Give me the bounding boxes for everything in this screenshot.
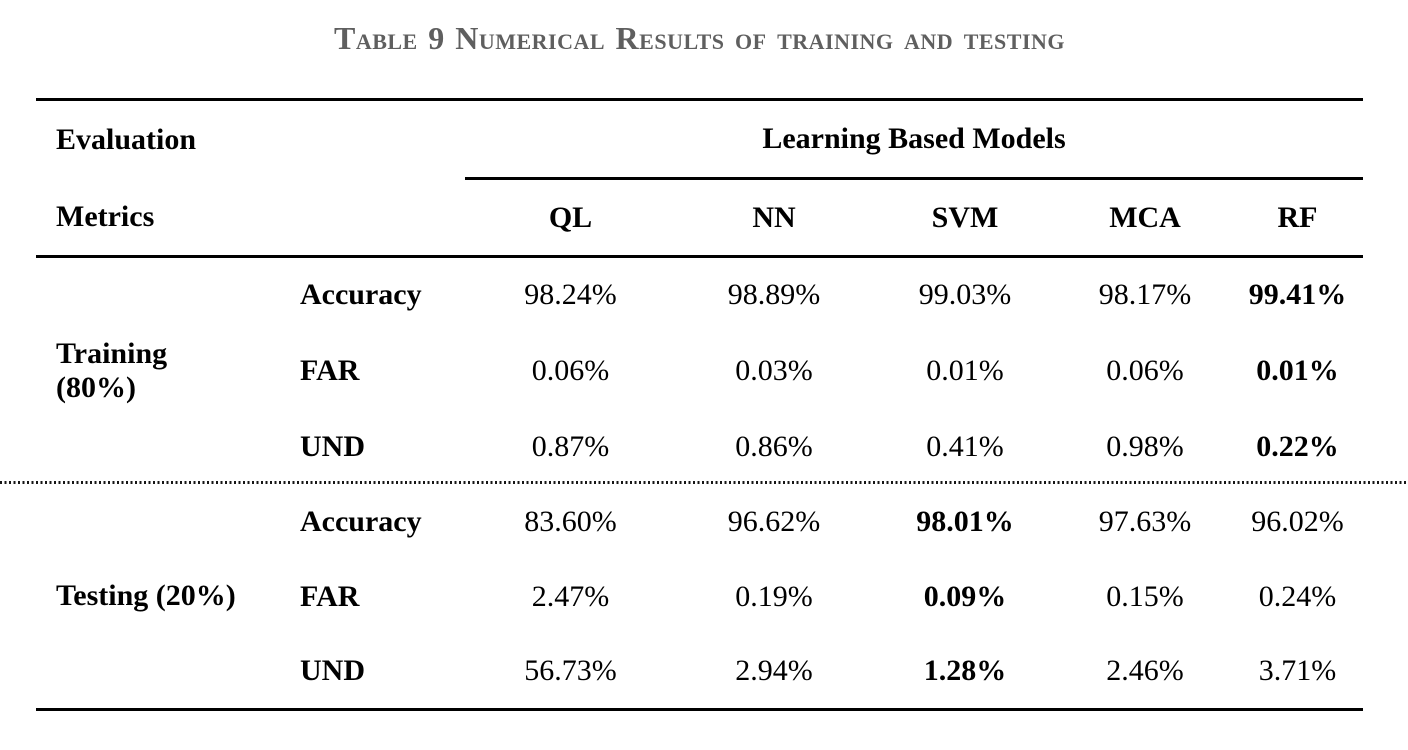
metrics-header-label: Metrics (56, 199, 155, 233)
table-caption: Table 9 Numerical Results of training an… (333, 20, 1066, 56)
value-cell: 97.63% (1098, 505, 1192, 538)
learning-based-models-header: Learning Based Models (465, 98, 1364, 180)
value-cell: 96.62% (727, 505, 821, 538)
metric-label: FAR (300, 580, 360, 613)
training-section-label: Training (80%) (56, 337, 168, 405)
table-row-testing-far: FAR 2.47% 0.19% 0.09% 0.15% 0.24% (36, 560, 1363, 635)
table-row-testing-und: UND 56.73% 2.94% 1.28% 2.46% 3.71% (36, 634, 1364, 711)
header-row-groups: Evaluation Metrics Learning Based Models (36, 98, 1364, 258)
table-row-training-accuracy: Training (80%) Accuracy 98.24% 98.89% 99… (36, 257, 1363, 404)
value-cell: 98.24% (524, 278, 617, 312)
training-section: Training (80%) Accuracy 98.24% 98.89% 99… (36, 257, 1363, 485)
metric-label: Accuracy (300, 278, 422, 312)
testing-section: Testing (20%) Accuracy 83.60% 96.62% 98.… (36, 484, 1364, 711)
value-cell: 0.06% (531, 353, 610, 387)
section-divider-dotted-line (0, 481, 1408, 484)
table-row-training-far: FAR 0.06% 0.03% 0.01% 0.06% 0.01% (36, 333, 1363, 409)
model-column-header-mca: MCA (1058, 178, 1233, 258)
model-column-header-ql: QL (465, 178, 677, 258)
value-cell: 0.15% (1106, 580, 1184, 613)
value-cell-best: 0.01% (1256, 353, 1339, 387)
value-cell: 83.60% (524, 505, 617, 538)
model-column-header-rf: RF (1232, 178, 1364, 258)
value-cell-best: 0.09% (923, 580, 1007, 613)
table-header: Evaluation Metrics Learning Based Models… (36, 98, 1364, 258)
model-column-header-svm: SVM (872, 178, 1059, 258)
value-cell: 98.89% (727, 278, 821, 312)
value-cell: 98.17% (1098, 278, 1192, 312)
value-cell: 0.86% (735, 429, 813, 463)
evaluation-header-label: Evaluation (56, 122, 197, 156)
value-cell: 0.03% (735, 353, 813, 387)
metric-label: Accuracy (300, 505, 422, 538)
table-row-training-und: UND 0.87% 0.86% 0.41% 0.98% 0.22% (36, 409, 1363, 485)
value-cell-best: 1.28% (872, 634, 1059, 711)
value-cell-best: 0.22% (1256, 429, 1339, 463)
header-row-models: QL NN SVM MCA RF (36, 178, 1364, 258)
value-cell: 0.24% (1258, 580, 1337, 613)
value-cell: 96.02% (1251, 505, 1344, 538)
value-cell: 2.47% (531, 580, 610, 613)
value-cell: 0.06% (1106, 353, 1184, 387)
value-cell: 3.71% (1232, 634, 1364, 711)
results-table: Evaluation Metrics Learning Based Models… (36, 98, 1364, 711)
value-cell: 2.46% (1058, 634, 1233, 711)
testing-section-label: Testing (20%) (36, 484, 250, 711)
value-cell: 2.94% (676, 634, 873, 711)
value-cell-best: 98.01% (916, 505, 1014, 538)
value-cell: 56.73% (465, 634, 677, 711)
model-column-header-nn: NN (676, 178, 873, 258)
value-cell-best: 99.41% (1248, 278, 1347, 312)
value-cell: 0.19% (735, 580, 813, 613)
metric-label: UND (250, 634, 466, 711)
evaluation-metrics-header-cell: Evaluation Metrics (36, 98, 466, 258)
metric-label: UND (300, 429, 365, 463)
value-cell: 99.03% (918, 278, 1012, 312)
value-cell: 0.87% (531, 429, 610, 463)
value-cell: 0.41% (926, 429, 1004, 463)
value-cell: 0.98% (1106, 429, 1184, 463)
table-row-testing-accuracy: Testing (20%) Accuracy 83.60% 96.62% 98.… (36, 484, 1363, 711)
metric-label: FAR (300, 353, 360, 387)
value-cell: 0.01% (926, 353, 1004, 387)
